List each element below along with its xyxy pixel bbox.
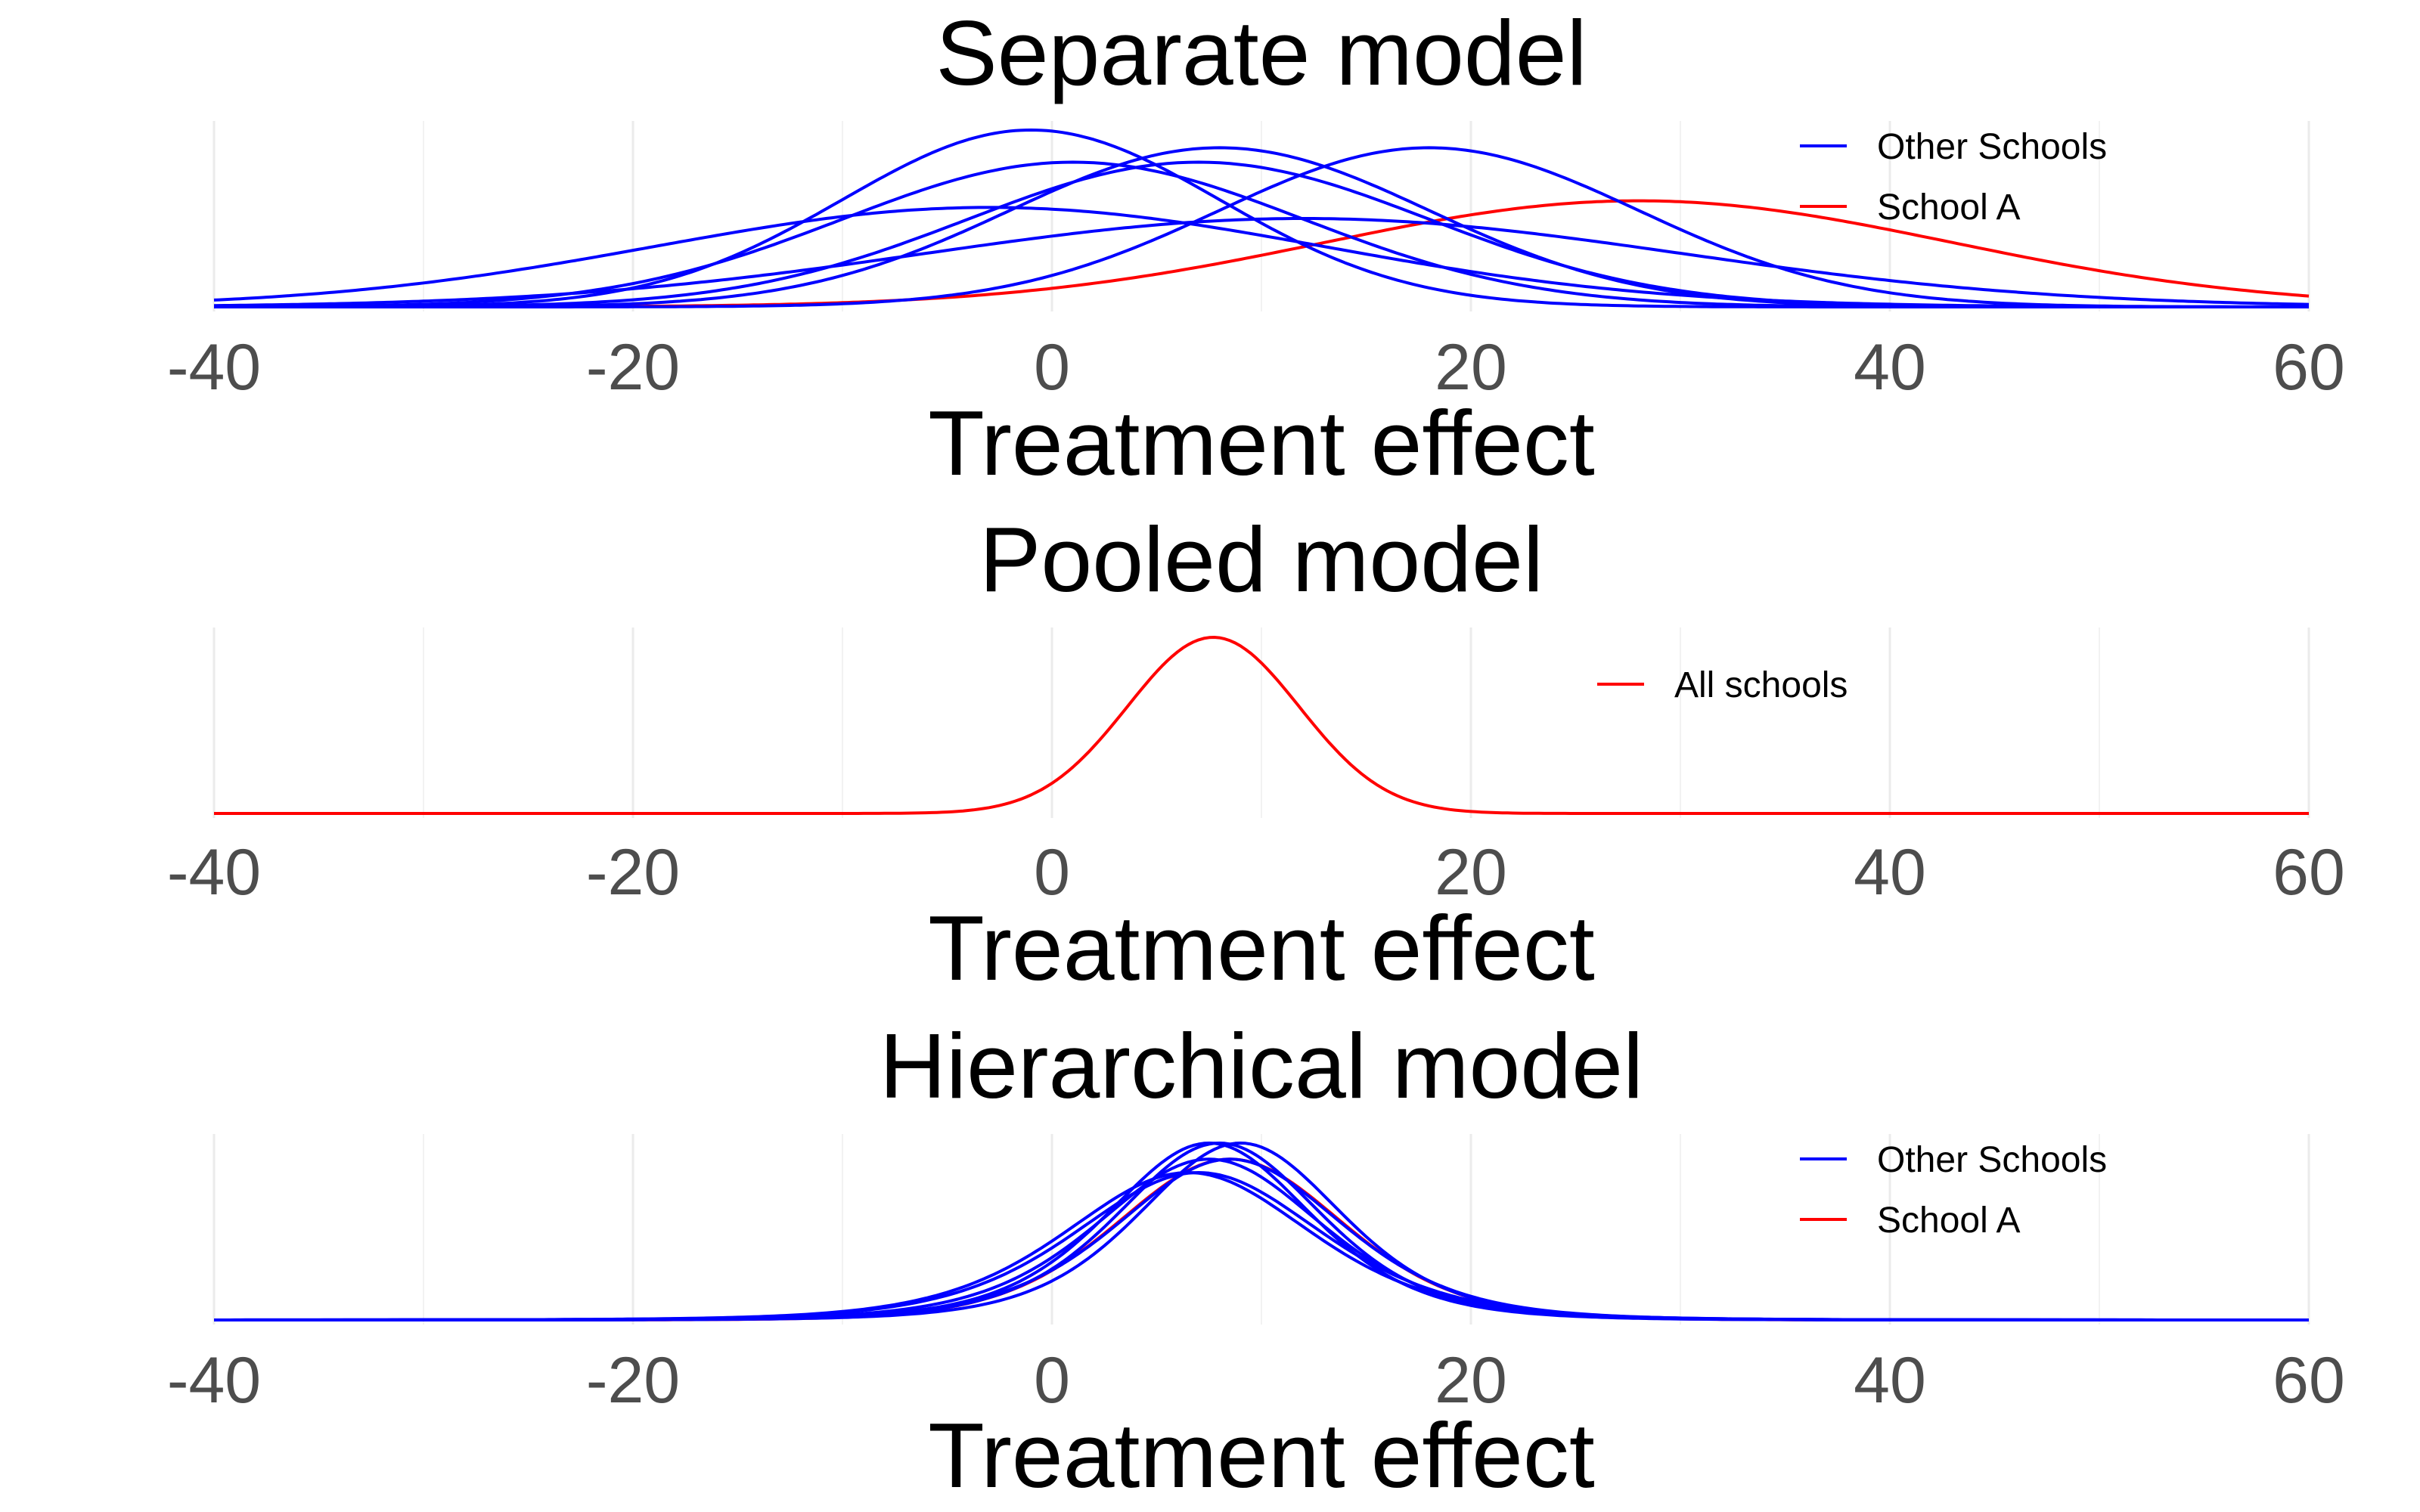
panel-title: Hierarchical model	[880, 1015, 1643, 1117]
legend: All schools	[1597, 665, 1848, 705]
x-tick-label: 40	[1854, 1344, 1926, 1417]
x-tick-label: 60	[2273, 1344, 2345, 1417]
legend-label: School A	[1877, 187, 2020, 228]
x-tick-label: 60	[2273, 331, 2345, 404]
x-axis-title: Treatment effect	[928, 392, 1595, 494]
panel-2: Pooled model -40 -20 0 20 40 60 Treatment effec…	[167, 508, 2345, 999]
x-tick-label: -20	[586, 1344, 680, 1417]
x-tick-label: -20	[586, 836, 680, 909]
x-tick-label: 0	[1034, 331, 1070, 404]
x-axis-title: Treatment effect	[928, 1404, 1595, 1507]
x-tick-label: 40	[1854, 836, 1926, 909]
density-curve-blue-8	[214, 1157, 2309, 1321]
x-tick-label: -40	[167, 331, 261, 404]
legend-label: All schools	[1674, 665, 1848, 705]
legend-label: Other Schools	[1877, 1140, 2107, 1180]
x-tick-label: 20	[1435, 331, 1507, 404]
legend-label: School A	[1877, 1201, 2020, 1241]
density-curve-blue-8	[213, 217, 2310, 308]
x-tick-label: 40	[1854, 331, 1926, 404]
legend: Other Schools School A	[1800, 1140, 2107, 1241]
x-tick-label: 0	[1034, 836, 1070, 909]
x-tick-label: 60	[2273, 836, 2345, 909]
panel-title: Pooled model	[979, 508, 1544, 611]
density-curve-blue-7	[214, 146, 2309, 308]
panel-3: Hierarchical model -40 -20 0 20 40 60 Treatment…	[167, 1015, 2345, 1507]
legend: Other Schools School A	[1800, 127, 2107, 228]
x-tick-label: 20	[1435, 836, 1507, 909]
panel-title: Separate model	[935, 2, 1587, 104]
x-tick-label: -20	[586, 331, 680, 404]
legend-label: Other Schools	[1877, 127, 2107, 167]
density-curve-red-1	[214, 636, 2309, 815]
panel-1: Separate model -40 -20 0 20 40 60 Treatment eff…	[167, 2, 2345, 494]
x-tick-label: 0	[1034, 1344, 1070, 1417]
x-tick-label: -40	[167, 1344, 261, 1417]
x-axis-title: Treatment effect	[928, 897, 1595, 999]
x-tick-label: -40	[167, 836, 261, 909]
x-tick-label: 20	[1435, 1344, 1507, 1417]
